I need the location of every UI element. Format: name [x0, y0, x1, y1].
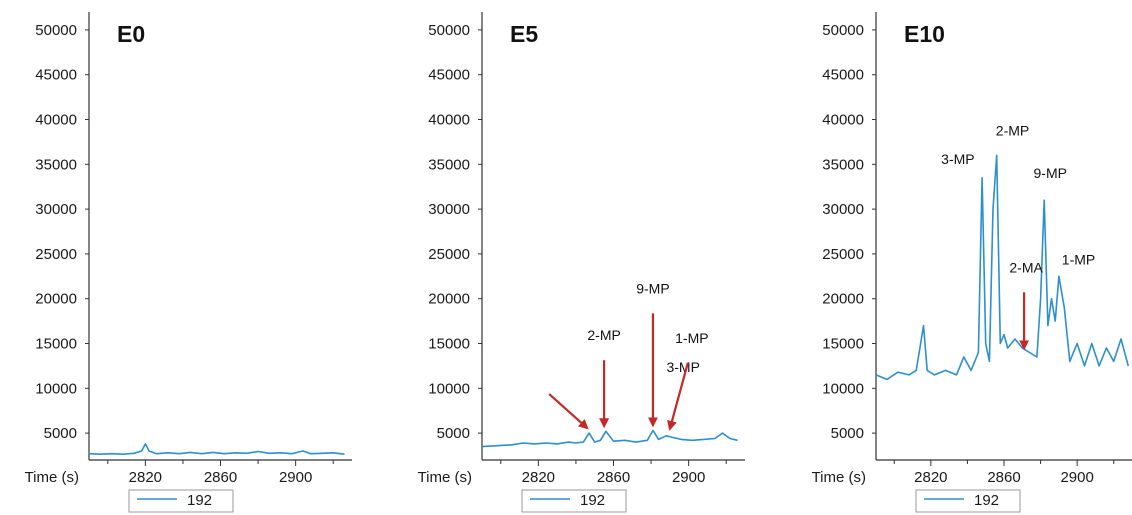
chart-panel-e0: 5000 10000 15000 20000 25000 30000 35000 40000 4…: [0, 0, 377, 515]
peak-annotation-label: 2-MP: [587, 327, 620, 343]
chart-e10: 5000 10000 15000 20000 25000 30000 35000 40000 4…: [812, 12, 1132, 513]
y-tick-label: 40000: [35, 112, 77, 129]
series-line-192: [88, 443, 345, 456]
peak-arrow: [667, 362, 689, 431]
x-tick-label: 2900: [1060, 469, 1093, 486]
y-tick-label: 15000: [428, 336, 470, 353]
peak-annotation-label: 9-MP: [1034, 165, 1067, 181]
y-tick-label: 35000: [822, 156, 864, 173]
x-axis-label: Time (s): [812, 469, 866, 486]
peak-arrow: [548, 393, 589, 430]
y-tick-label: 25000: [35, 246, 77, 263]
chart-panel-e5: 5000 10000 15000 20000 25000 30000 35000 40000 4…: [393, 0, 770, 515]
legend: 192: [521, 489, 627, 513]
legend-box: [128, 489, 234, 513]
legend-label: 192: [580, 492, 605, 509]
y-tick-label: 50000: [35, 22, 77, 39]
y-tick-label: 35000: [35, 156, 77, 173]
x-axis-label: Time (s): [25, 469, 79, 486]
peak-annotation-label: 2-MA: [1009, 259, 1043, 275]
x-axis-label: Time (s): [418, 469, 472, 486]
chart-panel-e10: 5000 10000 15000 20000 25000 30000 35000 40000 4…: [788, 0, 1132, 515]
legend-label: 192: [974, 492, 999, 509]
y-tick-label: 5000: [831, 425, 864, 442]
y-tick-label: 5000: [44, 425, 77, 442]
y-tick-label: 30000: [35, 201, 77, 218]
y-tick-label: 50000: [428, 22, 470, 39]
x-tick-label: 2860: [597, 469, 630, 486]
y-tick-label: 20000: [35, 291, 77, 308]
y-tick-label: 15000: [35, 336, 77, 353]
peak-annotation-label: 3-MP: [941, 151, 974, 167]
x-tick-label: 2820: [129, 469, 162, 486]
legend: 192: [915, 489, 1021, 513]
chart-e5: 5000 10000 15000 20000 25000 30000 35000 40000 4…: [418, 12, 745, 513]
x-tick-label: 2820: [522, 469, 555, 486]
x-tick-label: 2900: [279, 469, 312, 486]
chart-title: E0: [117, 21, 145, 47]
peak-annotation-label: 2-MP: [996, 122, 1029, 138]
y-tick-label: 20000: [428, 291, 470, 308]
y-tick-label: 10000: [822, 380, 864, 397]
y-tick-label: 25000: [822, 246, 864, 263]
y-tick-label: 5000: [437, 425, 470, 442]
y-tick-label: 25000: [428, 246, 470, 263]
y-tick-label: 50000: [822, 22, 864, 39]
peak-annotation-label: 9-MP: [636, 280, 669, 296]
y-tick-label: 40000: [428, 112, 470, 129]
y-tick-label: 10000: [428, 380, 470, 397]
peak-annotation-label: 1-MP: [675, 330, 708, 346]
legend-box: [915, 489, 1021, 513]
chart-title: E10: [904, 21, 945, 47]
peak-annotation-label: 1-MP: [1062, 251, 1095, 267]
series-line-192: [481, 429, 738, 448]
y-tick-label: 30000: [822, 201, 864, 218]
y-tick-label: 30000: [428, 201, 470, 218]
y-tick-label: 45000: [822, 67, 864, 84]
y-tick-label: 20000: [822, 291, 864, 308]
x-tick-label: 2820: [914, 469, 947, 486]
y-tick-label: 35000: [428, 156, 470, 173]
peak-annotation-label: 3-MP: [666, 359, 699, 375]
legend-box: [521, 489, 627, 513]
y-tick-label: 45000: [35, 67, 77, 84]
series-line-192: [875, 154, 1130, 381]
y-tick-label: 40000: [822, 112, 864, 129]
x-tick-label: 2860: [987, 469, 1020, 486]
chart-e0: 5000 10000 15000 20000 25000 30000 35000 40000 4…: [25, 12, 352, 513]
x-tick-label: 2860: [204, 469, 237, 486]
legend-label: 192: [187, 492, 212, 509]
y-tick-label: 10000: [35, 380, 77, 397]
chart-title: E5: [510, 21, 538, 47]
y-tick-label: 45000: [428, 67, 470, 84]
y-tick-label: 15000: [822, 336, 864, 353]
x-tick-label: 2900: [672, 469, 705, 486]
legend: 192: [128, 489, 234, 513]
